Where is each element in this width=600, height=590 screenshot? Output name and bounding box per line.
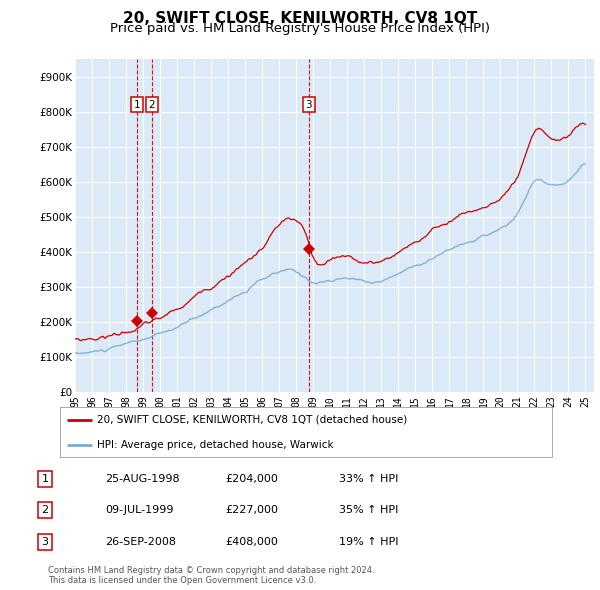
Text: 1: 1 [41, 474, 49, 484]
Text: HPI: Average price, detached house, Warwick: HPI: Average price, detached house, Warw… [97, 440, 334, 450]
Text: £408,000: £408,000 [225, 537, 278, 546]
Text: 3: 3 [305, 100, 312, 110]
Text: 09-JUL-1999: 09-JUL-1999 [105, 506, 173, 515]
Text: 20, SWIFT CLOSE, KENILWORTH, CV8 1QT: 20, SWIFT CLOSE, KENILWORTH, CV8 1QT [123, 11, 477, 25]
Text: 19% ↑ HPI: 19% ↑ HPI [339, 537, 398, 546]
Text: 2: 2 [41, 506, 49, 515]
Text: 26-SEP-2008: 26-SEP-2008 [105, 537, 176, 546]
Text: £227,000: £227,000 [225, 506, 278, 515]
Text: £204,000: £204,000 [225, 474, 278, 484]
Text: 20, SWIFT CLOSE, KENILWORTH, CV8 1QT (detached house): 20, SWIFT CLOSE, KENILWORTH, CV8 1QT (de… [97, 415, 407, 425]
Text: 33% ↑ HPI: 33% ↑ HPI [339, 474, 398, 484]
Text: 1: 1 [134, 100, 140, 110]
Text: 35% ↑ HPI: 35% ↑ HPI [339, 506, 398, 515]
Text: Contains HM Land Registry data © Crown copyright and database right 2024.
This d: Contains HM Land Registry data © Crown c… [48, 566, 374, 585]
Text: 25-AUG-1998: 25-AUG-1998 [105, 474, 179, 484]
Text: 2: 2 [149, 100, 155, 110]
Text: 3: 3 [41, 537, 49, 546]
Text: Price paid vs. HM Land Registry's House Price Index (HPI): Price paid vs. HM Land Registry's House … [110, 22, 490, 35]
